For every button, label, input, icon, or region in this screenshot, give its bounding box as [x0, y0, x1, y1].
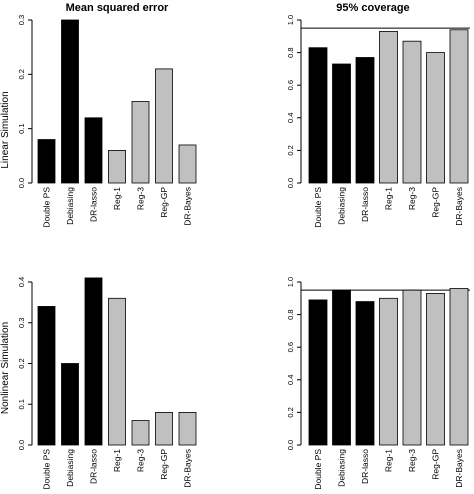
coverage-linear-y-tick-label: 1.0 — [286, 15, 295, 25]
category-label: Reg-GP — [431, 187, 441, 218]
coverage-nonlinear-y-tick-label: 0.4 — [286, 375, 295, 385]
bar-dr-lasso — [355, 301, 375, 446]
mse-linear-y-tick-label: 0.3 — [17, 15, 26, 25]
category-label: Reg-1 — [384, 187, 394, 210]
coverage-linear-y-tick-label: 0.0 — [286, 178, 295, 188]
coverage-nonlinear-y-tick-label: 0.6 — [286, 342, 295, 352]
mse-nonlinear-panel: 0.0 0.1 0.2 0.3 0.4 Double PS Debiasing DR-lass… — [17, 277, 197, 490]
bar-debiasing — [332, 63, 351, 184]
category-label: Reg-GP — [159, 187, 169, 218]
mse-nonlinear-y-tick-label: 0.1 — [17, 399, 26, 409]
mse-linear-panel: 0.0 0.1 0.2 0.3 Double PS Debiasing DR-lasso Re… — [17, 15, 197, 228]
category-label: DR-lasso — [89, 187, 99, 222]
coverage-linear-panel: 0.0 0.2 0.4 0.6 0.8 1.0 Double PS Debiasing DR-l… — [286, 15, 470, 228]
bar-reg-3 — [402, 40, 422, 184]
bar-double-ps — [308, 299, 328, 446]
mse-column-title: Mean squared error — [66, 2, 169, 14]
coverage-linear-y-tick-label: 0.2 — [286, 145, 295, 155]
category-label: Reg-1 — [384, 449, 394, 472]
bar-debiasing — [332, 289, 351, 446]
bar-reg-3 — [402, 289, 422, 446]
mse-nonlinear-y-tick-label: 0.2 — [17, 358, 26, 368]
mse-nonlinear-y-tick-label: 0.3 — [17, 318, 26, 328]
category-label: DR-lasso — [360, 187, 370, 222]
category-label: Reg-3 — [407, 449, 417, 472]
category-label: Reg-3 — [136, 449, 146, 472]
coverage-nonlinear-panel: 0.0 0.2 0.4 0.6 0.8 1.0 Double PS Debiasing DR-l… — [286, 277, 470, 490]
bar-debiasing — [61, 19, 79, 184]
bar-reg-1 — [379, 31, 398, 184]
bar-dr-lasso — [84, 277, 103, 446]
bar-dr-bayes — [178, 144, 197, 184]
bar-debiasing — [61, 363, 79, 446]
category-label: Reg-1 — [112, 449, 122, 472]
coverage-linear-y-tick-label: 0.6 — [286, 80, 295, 90]
coverage-nonlinear-y-tick-label: 0.8 — [286, 309, 295, 319]
category-label: DR-Bayes — [183, 187, 193, 226]
category-label: DR-lasso — [89, 449, 99, 484]
category-label: Debiasing — [337, 187, 347, 225]
category-label: Double PS — [313, 187, 323, 228]
category-label: Debiasing — [65, 187, 75, 225]
bar-double-ps — [37, 139, 56, 184]
category-label: Reg-3 — [407, 187, 417, 210]
category-label: DR-lasso — [360, 449, 370, 484]
bar-dr-lasso — [355, 57, 375, 184]
coverage-column-title: 95% coverage — [336, 2, 409, 14]
bar-reg-1 — [108, 149, 126, 184]
bar-reg-1 — [108, 297, 126, 446]
linear-simulation-row-label: Linear Simulation — [0, 91, 11, 168]
mse-linear-y-tick-label: 0.0 — [17, 178, 26, 188]
category-label: Double PS — [42, 449, 52, 490]
coverage-linear-y-tick-label: 0.4 — [286, 113, 295, 123]
mse-nonlinear-y-tick-label: 0.4 — [17, 277, 26, 287]
category-label: DR-Bayes — [454, 449, 464, 488]
mse-linear-y-tick-label: 0.1 — [17, 123, 26, 133]
category-label: Double PS — [42, 187, 52, 228]
nonlinear-simulation-row-label: Nonlinear Simulation — [0, 322, 11, 414]
bar-dr-lasso — [84, 117, 103, 184]
category-label: DR-Bayes — [454, 187, 464, 226]
coverage-nonlinear-y-tick-label: 1.0 — [286, 277, 295, 287]
bar-double-ps — [308, 47, 328, 184]
category-label: Reg-GP — [159, 449, 169, 480]
category-label: DR-Bayes — [183, 449, 193, 488]
bar-dr-bayes — [449, 29, 469, 184]
bar-reg-gp — [426, 293, 445, 446]
bar-dr-bayes — [449, 288, 469, 446]
category-label: Debiasing — [337, 449, 347, 487]
bar-double-ps — [37, 306, 56, 446]
bar-reg-1 — [379, 297, 398, 446]
mse-linear-y-tick-label: 0.2 — [17, 69, 26, 79]
bar-reg-gp — [155, 411, 173, 446]
bar-reg-gp — [426, 52, 445, 184]
bar-reg-3 — [131, 420, 150, 446]
coverage-nonlinear-y-tick-label: 0.0 — [286, 440, 295, 450]
category-label: Double PS — [313, 449, 323, 490]
bar-reg-gp — [155, 68, 173, 184]
coverage-linear-y-tick-label: 0.8 — [286, 47, 295, 57]
coverage-nonlinear-y-tick-label: 0.2 — [286, 407, 295, 417]
category-label: Reg-1 — [112, 187, 122, 210]
bar-dr-bayes — [178, 411, 197, 446]
category-label: Reg-3 — [136, 187, 146, 210]
bar-reg-3 — [131, 101, 150, 184]
mse-nonlinear-y-tick-label: 0.0 — [17, 440, 26, 450]
category-label: Debiasing — [65, 449, 75, 487]
category-label: Reg-GP — [431, 449, 441, 480]
